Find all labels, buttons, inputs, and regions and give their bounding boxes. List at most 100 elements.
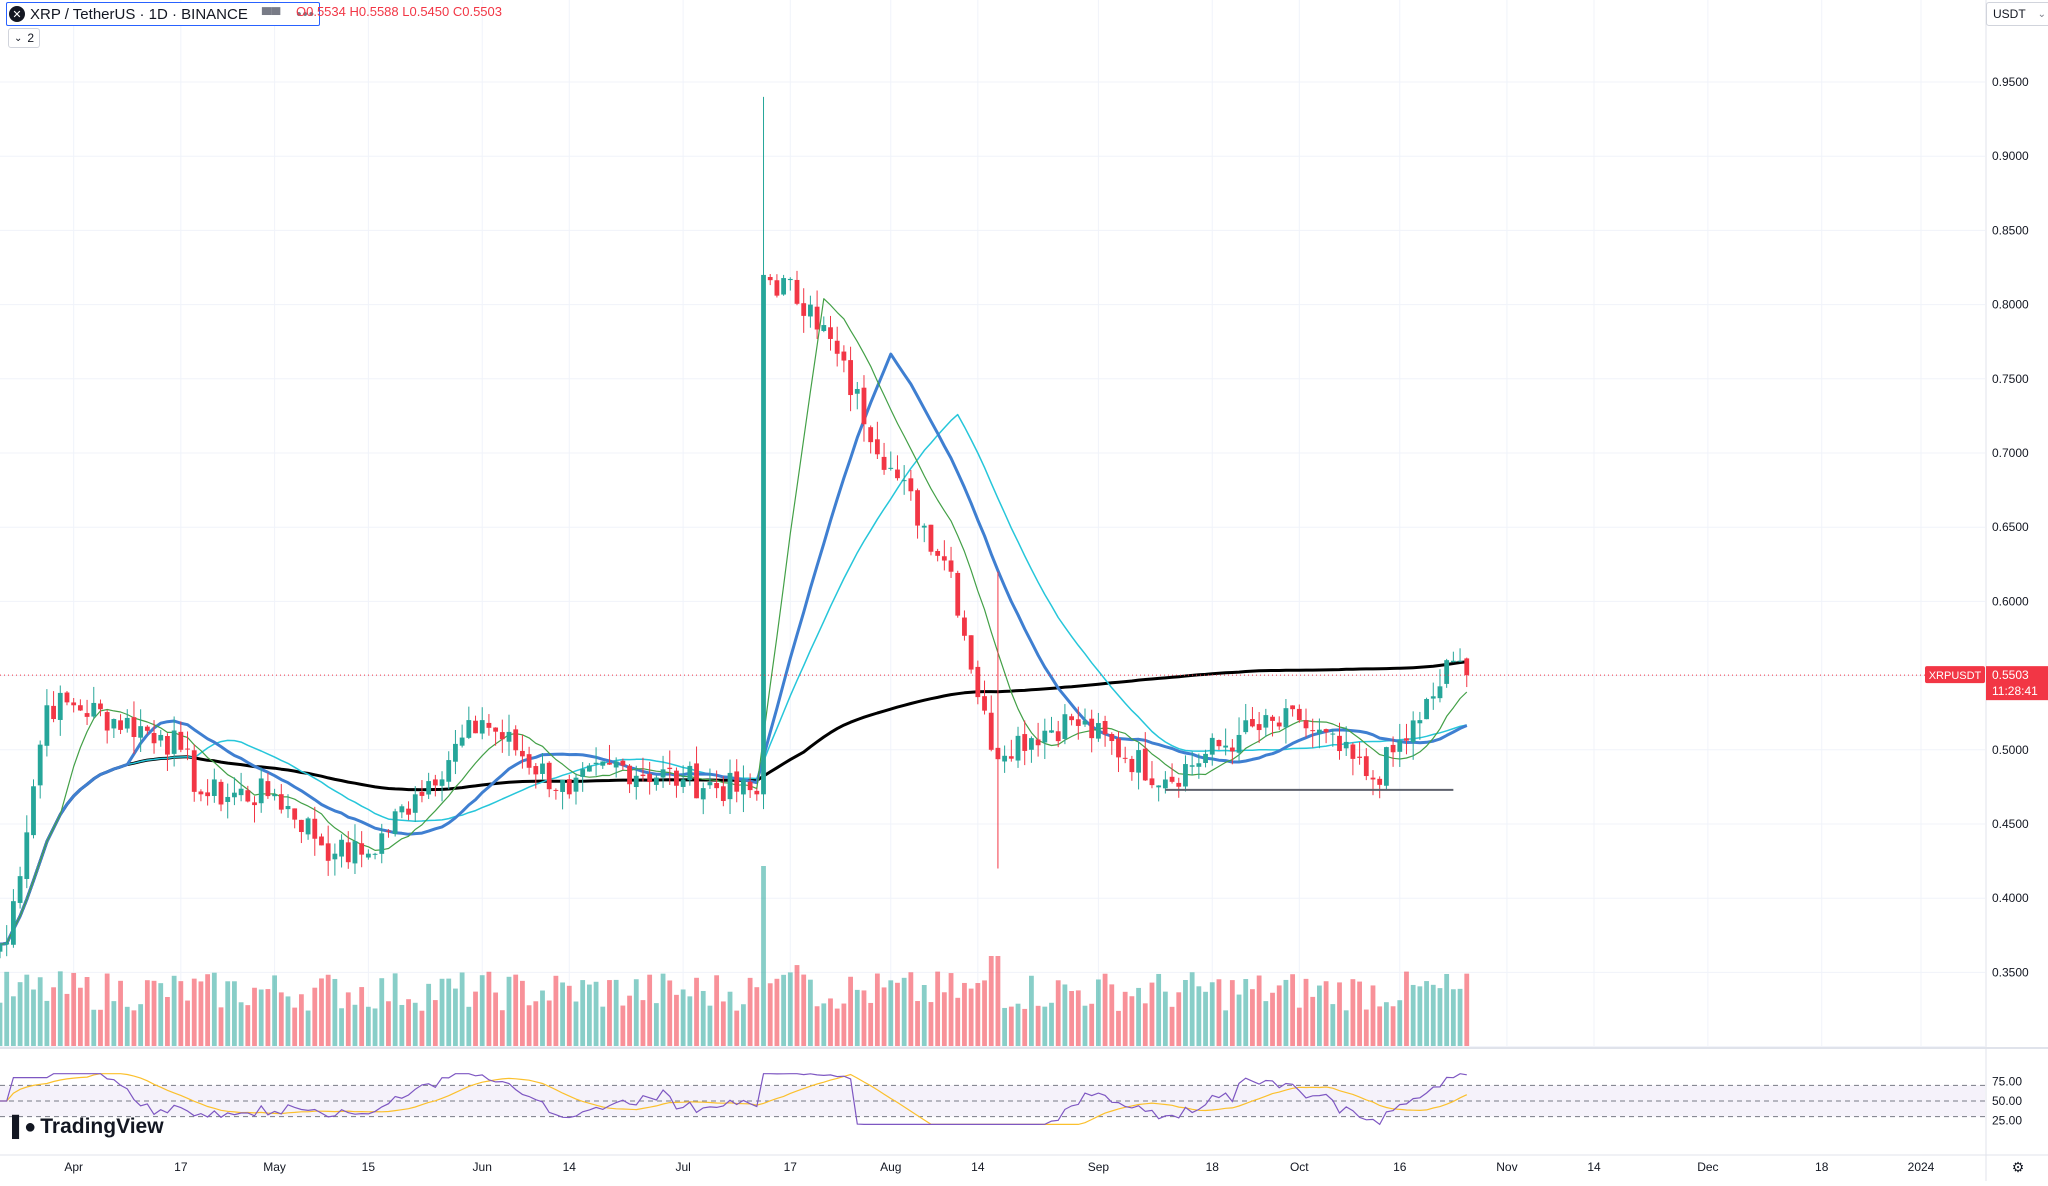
volume-bar xyxy=(613,979,619,1046)
more-options-icon[interactable]: ••• xyxy=(296,5,316,23)
candle-body xyxy=(714,782,720,789)
candle-body xyxy=(700,788,706,800)
candle-body xyxy=(419,792,425,796)
candle-body xyxy=(278,794,284,810)
candle xyxy=(841,345,847,373)
candle-body xyxy=(1042,730,1048,743)
candle xyxy=(1136,741,1141,790)
candle xyxy=(620,758,626,771)
candle xyxy=(506,714,512,756)
candle-body xyxy=(1317,729,1322,734)
time-tick-label: 17 xyxy=(784,1160,798,1174)
candle-body xyxy=(399,806,405,813)
candle-body xyxy=(178,731,184,750)
candle-body xyxy=(44,705,50,746)
ma-cyan-line xyxy=(0,413,1467,946)
volume-bar xyxy=(1303,978,1309,1046)
candle xyxy=(406,801,411,821)
candle xyxy=(466,706,472,740)
candle-body xyxy=(1303,720,1309,729)
brand-name: TradingView xyxy=(40,1115,164,1138)
candle-body xyxy=(198,791,204,795)
candle xyxy=(941,540,947,571)
volume-bar xyxy=(714,975,720,1046)
candle-body xyxy=(787,278,793,281)
candle-body xyxy=(1263,715,1269,728)
candle-body xyxy=(292,808,298,820)
volume-bar xyxy=(1337,982,1342,1046)
volume-bar xyxy=(1424,981,1429,1046)
volume-bar xyxy=(278,992,284,1046)
collapse-indicators-button[interactable]: ⌄ 2 xyxy=(8,28,41,48)
volume-bar xyxy=(325,974,331,1046)
candle xyxy=(533,763,539,789)
candle xyxy=(1062,704,1068,745)
candle-body xyxy=(680,779,686,787)
candle-body xyxy=(593,762,599,765)
candle xyxy=(747,773,753,798)
candle xyxy=(392,808,398,837)
symbol-legend[interactable]: ✕ XRP / TetherUS · 1D · BINANCE ▀▀ ••• xyxy=(6,2,321,26)
time-tick-label: 15 xyxy=(362,1160,376,1174)
eye-icon[interactable]: ▀▀ xyxy=(261,6,281,22)
tradingview-logo[interactable]: ▌● TradingView xyxy=(12,1115,164,1139)
candle xyxy=(144,725,150,735)
candle xyxy=(1410,711,1416,760)
candle-body xyxy=(1116,738,1121,758)
candle-body xyxy=(258,778,264,804)
volume-bar xyxy=(198,981,204,1046)
time-tick-label: 14 xyxy=(563,1160,577,1174)
volume-bar xyxy=(453,988,458,1046)
price-tick-label: 0.6500 xyxy=(1992,520,2029,534)
volume-bar xyxy=(841,1003,847,1046)
candle xyxy=(1303,708,1309,738)
volume-bar xyxy=(171,975,177,1046)
time-tick-label: Sep xyxy=(1088,1160,1110,1174)
candle xyxy=(412,786,418,823)
volume-bar xyxy=(968,988,974,1046)
volume-bar xyxy=(1062,984,1068,1046)
candle-body xyxy=(1002,755,1008,762)
candle-body xyxy=(10,901,16,945)
currency-selector[interactable]: USDT ⌄ xyxy=(1986,2,2048,26)
volume-bar xyxy=(741,1004,746,1046)
candle-body xyxy=(17,876,23,903)
volume-bar xyxy=(312,987,318,1046)
candle-body xyxy=(1062,714,1068,739)
currency-label: USDT xyxy=(1993,7,2026,21)
volume-bar xyxy=(446,978,452,1046)
candle xyxy=(1424,697,1429,720)
time-axis: Apr 17 May 15 Jun 14 Jul 17 Aug 14 Sep 18 Oct 16 Nov 14… xyxy=(64,1160,1934,1174)
candle-body xyxy=(111,719,117,729)
candle xyxy=(1029,736,1034,763)
candle xyxy=(573,773,579,805)
volume-bar xyxy=(1370,985,1376,1046)
volume-bar xyxy=(774,978,780,1046)
candle xyxy=(915,488,920,539)
candle-body xyxy=(1069,716,1074,721)
volume-bar xyxy=(439,978,445,1046)
volume-bar xyxy=(24,974,30,1046)
volume-bar xyxy=(694,977,699,1046)
candle xyxy=(714,770,720,799)
candle-body xyxy=(633,775,639,788)
volume-bar xyxy=(680,989,686,1046)
candle xyxy=(1156,785,1162,802)
candle-body xyxy=(466,720,472,738)
volume-bar xyxy=(627,995,632,1046)
volume-bar xyxy=(1296,1007,1302,1046)
candle xyxy=(399,804,405,819)
candle-body xyxy=(506,731,512,742)
candle xyxy=(1270,714,1275,737)
volume-bar xyxy=(412,1002,418,1046)
volume-bar xyxy=(1116,1010,1121,1046)
candle xyxy=(968,635,974,674)
candle xyxy=(1002,745,1008,773)
candle xyxy=(278,784,284,814)
volume-bar xyxy=(352,1004,358,1046)
candle-body xyxy=(707,782,713,786)
candle xyxy=(439,771,445,802)
volume-bar xyxy=(285,996,291,1046)
